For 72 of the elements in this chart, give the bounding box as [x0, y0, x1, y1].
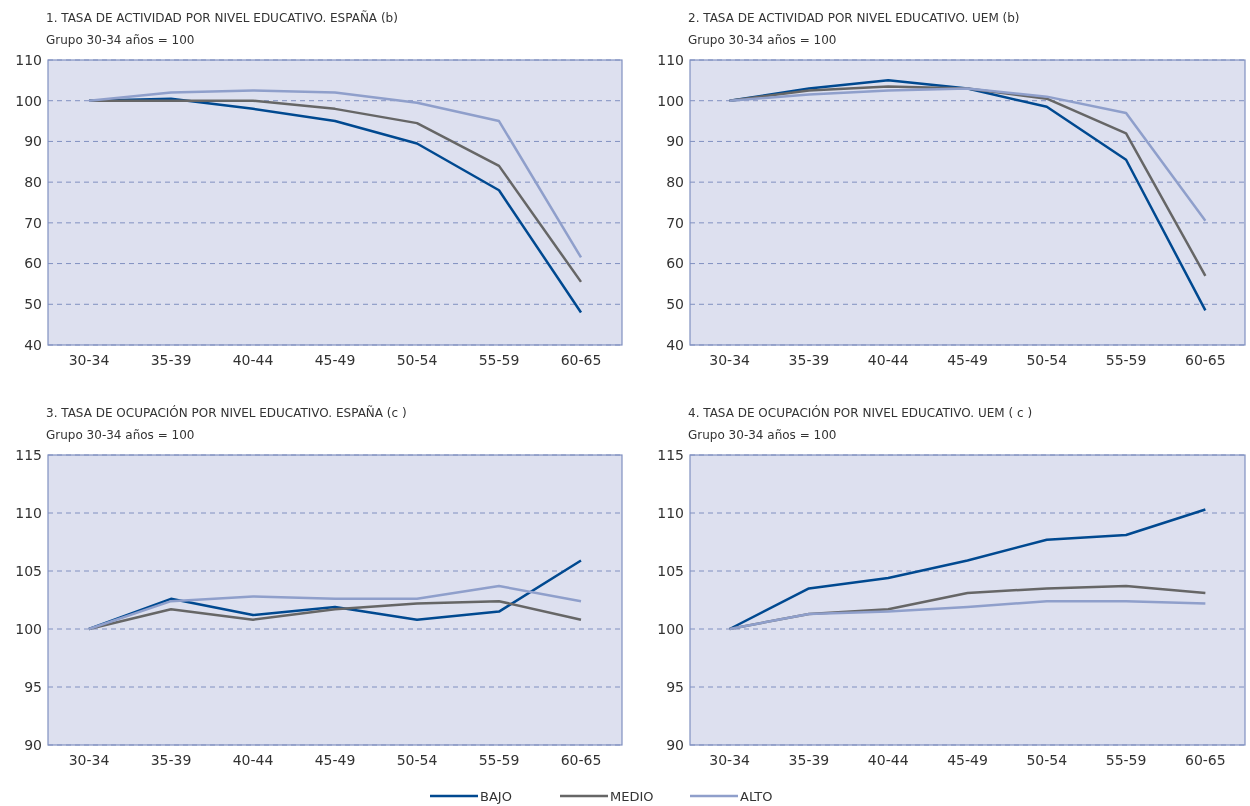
x-tick-label: 55-59: [478, 352, 520, 368]
y-tick-label: 70: [666, 214, 684, 231]
y-tick-label: 95: [24, 678, 42, 695]
y-tick-label: 110: [657, 504, 684, 521]
y-tick-label: 100: [657, 620, 684, 637]
x-tick-label: 40-44: [867, 352, 909, 368]
y-tick-label: 95: [666, 678, 684, 695]
y-tick-label: 110: [15, 51, 42, 68]
x-tick-label: 45-49: [947, 352, 988, 368]
y-tick-label: 115: [657, 446, 684, 463]
chart-title: 2. TASA DE ACTIVIDAD POR NIVEL EDUCATIVO. UEM (b): [688, 11, 1020, 25]
legend-label: ALTO: [740, 788, 773, 804]
y-tick-label: 115: [15, 446, 42, 463]
x-tick-label: 60-65: [1185, 352, 1226, 368]
x-tick-label: 35-39: [788, 752, 830, 768]
line-series: [728, 87, 1207, 223]
x-tick-label: 35-39: [150, 352, 192, 368]
x-tick-label: 50-54: [1026, 352, 1068, 368]
x-tick-label: 35-39: [788, 352, 830, 368]
x-tick-label: 30-34: [68, 752, 110, 768]
x-tick-label: 35-39: [150, 752, 192, 768]
y-tick-label: 60: [666, 255, 684, 272]
line-series: [728, 508, 1207, 631]
y-tick-label: 80: [666, 174, 684, 191]
x-tick-label: 55-59: [1105, 352, 1147, 368]
y-tick-label: 50: [24, 296, 42, 313]
y-tick-label: 90: [666, 736, 684, 753]
chart-subtitle: Grupo 30-34 años = 100: [688, 428, 837, 442]
y-tick-label: 90: [666, 133, 684, 150]
y-tick-label: 100: [15, 92, 42, 109]
y-tick-label: 40: [666, 336, 684, 353]
x-tick-label: 55-59: [1105, 752, 1147, 768]
y-tick-label: 110: [15, 504, 42, 521]
x-tick-label: 40-44: [867, 752, 909, 768]
y-tick-label: 90: [24, 736, 42, 753]
x-tick-label: 45-49: [314, 352, 356, 368]
y-tick-label: 90: [24, 133, 42, 150]
x-tick-label: 30-34: [709, 352, 751, 368]
chart-subtitle: Grupo 30-34 años = 100: [46, 33, 195, 47]
line-series: [728, 599, 1207, 631]
x-tick-label: 60-65: [560, 752, 602, 768]
x-tick-label: 45-49: [314, 752, 356, 768]
y-tick-label: 110: [657, 51, 684, 68]
chart-title: 3. TASA DE OCUPACIÓN POR NIVEL EDUCATIVO. ESPAÑA (c ): [46, 405, 407, 420]
x-tick-label: 30-34: [68, 352, 110, 368]
x-tick-label: 40-44: [232, 352, 274, 368]
x-tick-label: 50-54: [1026, 752, 1068, 768]
legend-label: MEDIO: [610, 788, 654, 804]
legend-label: BAJO: [480, 788, 512, 804]
x-tick-label: 30-34: [709, 752, 751, 768]
chart-title: 4. TASA DE OCUPACIÓN POR NIVEL EDUCATIVO. UEM ( c ): [688, 405, 1033, 420]
chart-subtitle: Grupo 30-34 años = 100: [688, 33, 837, 47]
x-tick-label: 40-44: [232, 752, 274, 768]
x-tick-label: 60-65: [560, 352, 602, 368]
x-tick-label: 55-59: [478, 752, 520, 768]
y-tick-label: 70: [24, 214, 42, 231]
x-tick-label: 45-49: [947, 752, 988, 768]
x-tick-label: 50-54: [396, 752, 438, 768]
x-tick-label: 60-65: [1185, 752, 1226, 768]
chart-subtitle: Grupo 30-34 años = 100: [46, 428, 195, 442]
y-tick-label: 100: [15, 620, 42, 637]
line-series: [87, 89, 583, 259]
y-tick-label: 100: [657, 92, 684, 109]
y-tick-label: 80: [24, 174, 42, 191]
line-series: [87, 584, 583, 631]
y-tick-label: 60: [24, 255, 42, 272]
y-tick-label: 50: [666, 296, 684, 313]
y-tick-label: 105: [657, 562, 684, 579]
y-tick-label: 40: [24, 336, 42, 353]
y-tick-label: 105: [15, 562, 42, 579]
x-tick-label: 50-54: [396, 352, 438, 368]
chart-title: 1. TASA DE ACTIVIDAD POR NIVEL EDUCATIVO. ESPAÑA (b): [46, 10, 398, 25]
